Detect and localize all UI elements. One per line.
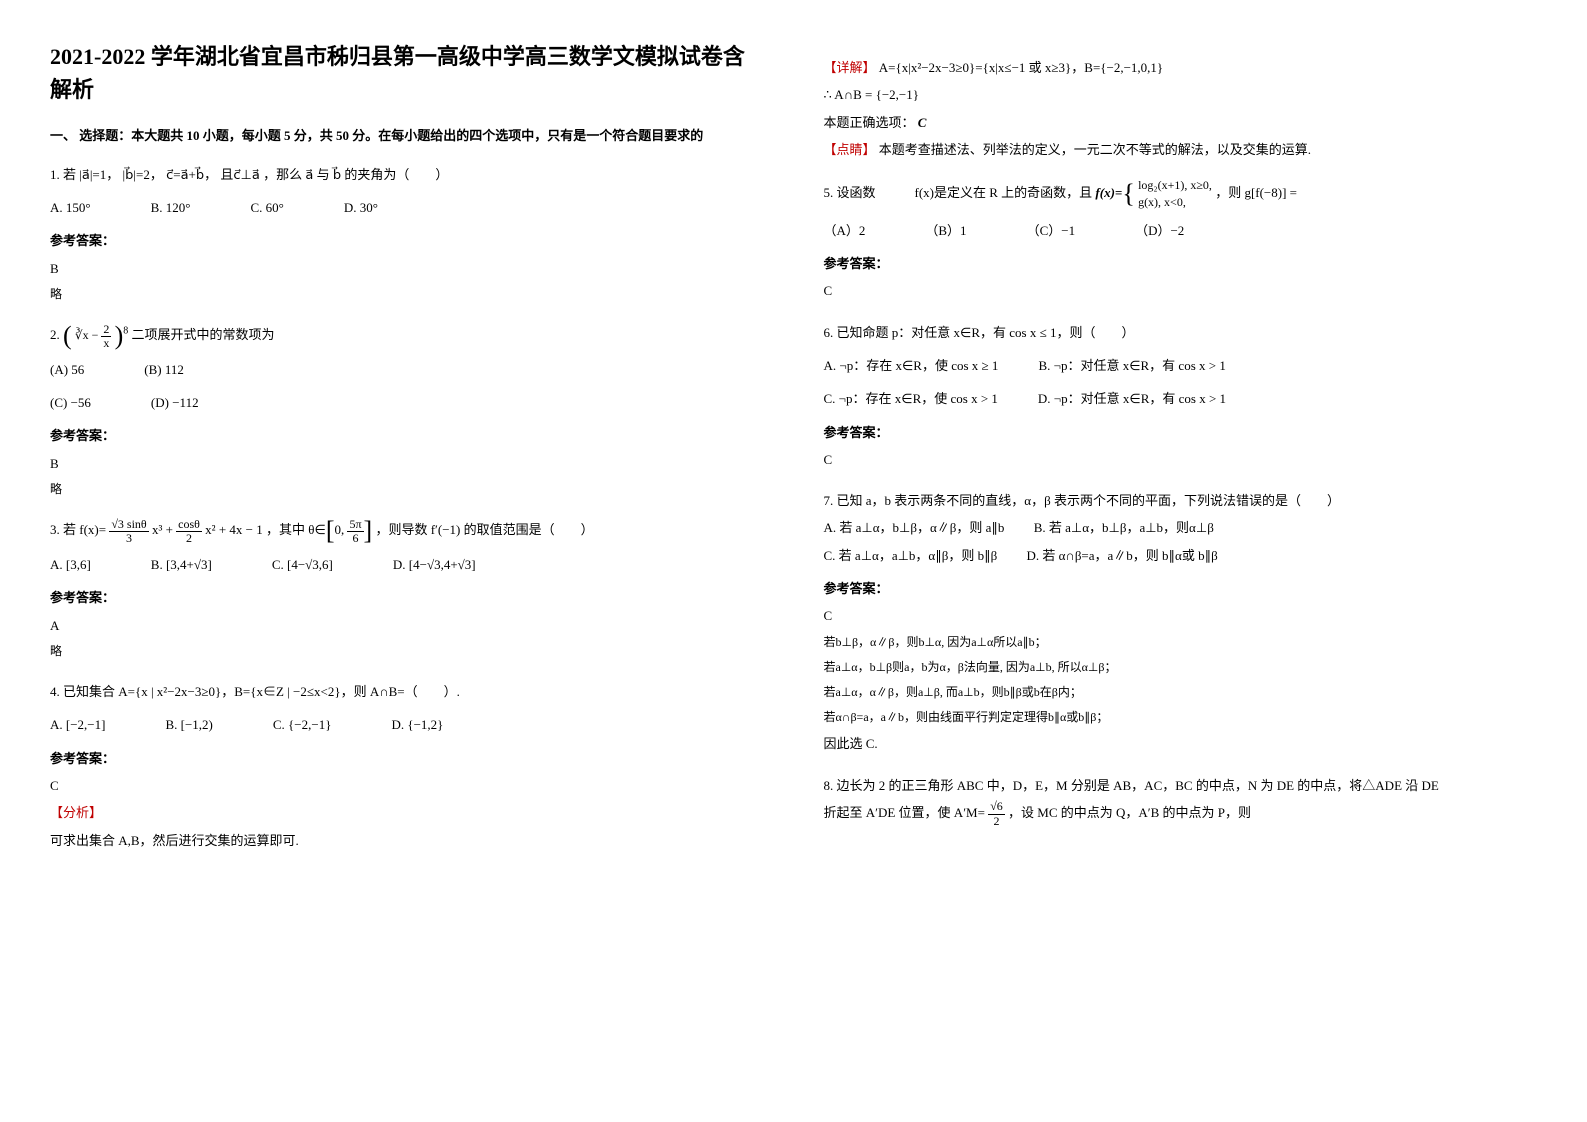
q6-stem: 6. 已知命题 p：对任意 x∈R，有 cos x ≤ 1，则（ ）: [824, 319, 1538, 346]
q7-e4: 若α∩β=a，a∥b，则由线面平行判定定理得b∥α或b∥β；: [824, 705, 1538, 730]
q1-ans-label: 参考答案：: [50, 227, 764, 254]
q4-correct-label: 本题正确选项：: [824, 115, 915, 130]
q1-amag: |a⃗|=1: [79, 167, 106, 182]
question-5: 5. 设函数 f(x)是定义在 R 上的奇函数，且 f(x)={ log₂(x+…: [824, 177, 1538, 304]
q4-analysis-label: 【分析】: [50, 799, 764, 826]
question-2: 2. ( ∛x − 2x )8 二项展开式中的常数项为 (A) 56 (B) 1…: [50, 321, 764, 502]
q5-opt-b: （B）1: [925, 217, 966, 244]
q3-tail: ，则导数 f′(−1) 的取值范围是（ ）: [375, 522, 593, 537]
q7-e5: 因此选 C.: [824, 730, 1538, 757]
q8-l1: 8. 边长为 2 的正三角形 ABC 中，D，E，M 分别是 AB，AC，BC …: [824, 772, 1538, 799]
q4-detail-label: 【详解】: [824, 60, 876, 75]
q1-note: 略: [50, 282, 764, 307]
q2-opt-d: (D) −112: [151, 389, 199, 416]
q4-opt-d: D. {−1,2}: [391, 711, 443, 738]
q3-prefix: 3. 若: [50, 522, 76, 537]
q3-opt-d: D. [4−√3,4+√3]: [393, 551, 476, 578]
q5-ans: C: [824, 277, 1538, 304]
q4-opt-b: B. [−1,2): [165, 711, 212, 738]
q1-opt-b: B. 120°: [151, 194, 191, 221]
q4-ans-label: 参考答案：: [50, 745, 764, 772]
q8-frac-num: √6: [988, 800, 1005, 814]
q3-opt-c: C. [4−√3,6]: [272, 551, 333, 578]
q2-opt-b: (B) 112: [144, 356, 184, 383]
q1-ceq: c⃗=a⃗+b⃗: [166, 167, 204, 182]
q4-comment-label: 【点睛】: [824, 142, 876, 157]
q2-tail: 二项展开式中的常数项为: [132, 327, 275, 342]
q6-opt-c: C. ¬p：存在 x∈R，使 cos x > 1: [824, 385, 998, 412]
q2-ans: B: [50, 450, 764, 477]
q6-ans: C: [824, 446, 1538, 473]
q7-e2: 若a⊥α，b⊥β则a，b为α，β法向量, 因为a⊥b, 所以α⊥β；: [824, 655, 1538, 680]
q1-opt-c: C. 60°: [250, 194, 283, 221]
q4-opt-a: A. [−2,−1]: [50, 711, 105, 738]
q2-prefix: 2.: [50, 327, 63, 342]
q8-l2-pre: 折起至 A′DE 位置，使 A′M=: [824, 805, 985, 820]
question-4: 4. 已知集合 A={x | x²−2x−3≥0}，B={x∈Z | −2≤x<…: [50, 678, 764, 854]
q3-note: 略: [50, 639, 764, 664]
q5-prefix: 5. 设函数 f(x)是定义在 R 上的奇函数，且: [824, 185, 1093, 200]
q4-detail-1: A={x|x²−2x−3≥0}={x|x≤−1 或 x≥3}，B={−2,−1,…: [879, 60, 1163, 75]
q8-frac-den: 2: [988, 815, 1005, 828]
q3-ans: A: [50, 612, 764, 639]
q6-opt-b: B. ¬p：对任意 x∈R，有 cos x > 1: [1038, 352, 1225, 379]
q7-opt-c: C. 若 a⊥α，a⊥b，α∥β，则 b∥β: [824, 548, 998, 563]
q5-opt-d: （D）−2: [1135, 217, 1184, 244]
question-6: 6. 已知命题 p：对任意 x∈R，有 cos x ≤ 1，则（ ） A. ¬p…: [824, 319, 1538, 473]
q1-opt-d: D. 30°: [344, 194, 378, 221]
q4-analysis: 可求出集合 A,B，然后进行交集的运算即可.: [50, 827, 764, 854]
question-4-cont: 【详解】 A={x|x²−2x−3≥0}={x|x≤−1 或 x≥3}，B={−…: [824, 54, 1538, 163]
q7-opt-d: D. 若 α∩β=a，a∥b，则 b∥α或 b∥β: [1026, 548, 1217, 563]
q6-opt-a: A. ¬p：存在 x∈R，使 cos x ≥ 1: [824, 352, 999, 379]
question-7: 7. 已知 a，b 表示两条不同的直线，α，β 表示两个不同的平面，下列说法错误…: [824, 487, 1538, 758]
q3-mid: ，其中: [266, 522, 305, 537]
q5-opt-c: （C）−1: [1027, 217, 1076, 244]
q3-opt-a: A. [3,6]: [50, 551, 91, 578]
q2-note: 略: [50, 477, 764, 502]
q3-ans-label: 参考答案：: [50, 584, 764, 611]
q4-stem: 4. 已知集合 A={x | x²−2x−3≥0}，B={x∈Z | −2≤x<…: [50, 678, 764, 705]
q7-opt-a: A. 若 a⊥α，b⊥β，α∥β，则 a∥b: [824, 520, 1005, 535]
q2-ans-label: 参考答案：: [50, 422, 764, 449]
page-title: 2021-2022 学年湖北省宜昌市秭归县第一高级中学高三数学文模拟试卷含解析: [50, 40, 764, 106]
q7-ans: C: [824, 602, 1538, 629]
section-1-head: 一、 选择题：本大题共 10 小题，每小题 5 分，共 50 分。在每小题给出的…: [50, 126, 764, 147]
q7-e1: 若b⊥β，α∥β，则b⊥α, 因为a⊥α所以a∥b；: [824, 630, 1538, 655]
q4-ans: C: [50, 772, 764, 799]
q4-detail-2: ∴ A∩B = {−2,−1}: [824, 81, 1538, 108]
q1-tail: ，那么 a⃗ 与 b⃗ 的夹角为（ ）: [263, 167, 448, 182]
q7-e3: 若a⊥α，α∥β，则a⊥β, 而a⊥b，则b∥β或b在β内；: [824, 680, 1538, 705]
q1-prefix: 1. 若: [50, 167, 76, 182]
q8-l2-post: ，设 MC 的中点为 Q，A′B 的中点为 P，则: [1008, 805, 1251, 820]
q6-opt-d: D. ¬p：对任意 x∈R，有 cos x > 1: [1038, 385, 1226, 412]
q1-ans: B: [50, 255, 764, 282]
question-8: 8. 边长为 2 的正三角形 ABC 中，D，E，M 分别是 AB，AC，BC …: [824, 772, 1538, 828]
q5-ans-label: 参考答案：: [824, 250, 1538, 277]
q2-opt-c: (C) −56: [50, 389, 91, 416]
question-1: 1. 若 |a⃗|=1， |b⃗|=2， c⃗=a⃗+b⃗， 且c⃗⊥a⃗ ，那…: [50, 161, 764, 307]
q7-stem: 7. 已知 a，b 表示两条不同的直线，α，β 表示两个不同的平面，下列说法错误…: [824, 487, 1538, 514]
q1-bmag: |b⃗|=2: [123, 167, 150, 182]
q5-tail: ，则 g[f(−8)] =: [1215, 185, 1297, 200]
q7-opt-b: B. 若 a⊥α，b⊥β，a⊥b，则α⊥β: [1034, 520, 1214, 535]
q1-opt-a: A. 150°: [50, 194, 91, 221]
q5-pw-top: log₂(x+1), x≥0,: [1138, 177, 1212, 194]
q4-correct: C: [918, 115, 927, 130]
q4-comment: 本题考查描述法、列举法的定义，一元二次不等式的解法，以及交集的运算.: [879, 142, 1311, 157]
q5-opt-a: （A）2: [824, 217, 866, 244]
q4-opt-c: C. {−2,−1}: [273, 711, 332, 738]
q7-ans-label: 参考答案：: [824, 575, 1538, 602]
q3-opt-b: B. [3,4+√3]: [151, 551, 212, 578]
q1-perp: 且c⃗⊥a⃗: [220, 167, 259, 182]
q5-pw-bot: g(x), x<0,: [1138, 194, 1212, 211]
q6-ans-label: 参考答案：: [824, 419, 1538, 446]
q2-opt-a: (A) 56: [50, 356, 84, 383]
question-3: 3. 若 f(x)= √3 sinθ3 x³ + cosθ2 x² + 4x −…: [50, 516, 764, 664]
